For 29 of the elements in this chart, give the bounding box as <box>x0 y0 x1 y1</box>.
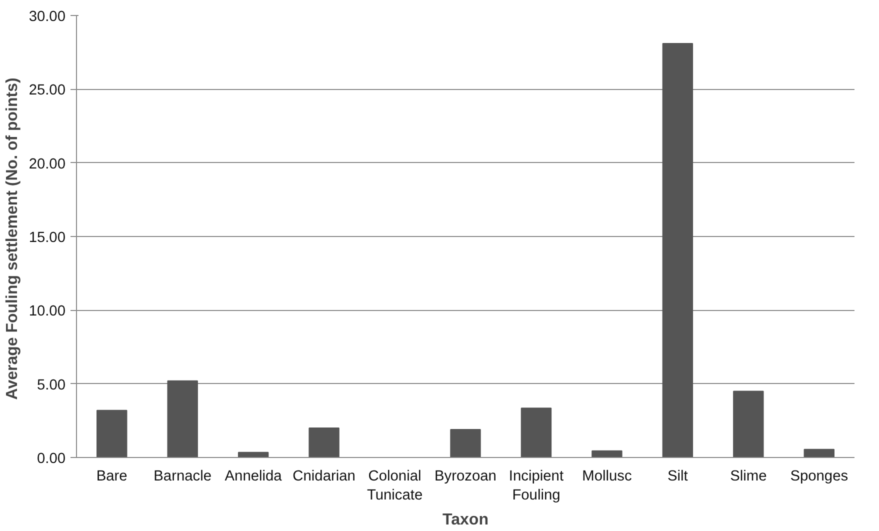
x-tick-label: Incipient Fouling <box>508 468 564 504</box>
bar <box>592 450 622 458</box>
y-tick-label: 20.00 <box>28 156 66 172</box>
y-tick-label: 30.00 <box>28 9 66 25</box>
x-tick-label: Byrozoan <box>434 468 496 484</box>
bar <box>450 429 481 458</box>
y-tick-label: 15.00 <box>28 230 66 246</box>
bar <box>520 408 552 458</box>
y-tick-label: 5.00 <box>36 377 66 394</box>
bar <box>308 428 340 458</box>
x-tick-label: Colonial Tunicate <box>366 468 423 504</box>
x-tick-label: Barnacle <box>154 468 212 484</box>
y-tick-label: 0.00 <box>36 451 66 467</box>
y-tick-label: 25.00 <box>28 82 66 99</box>
x-tick-label: Mollusc <box>582 468 632 484</box>
bar <box>96 410 128 458</box>
bar <box>804 448 834 458</box>
x-axis-title: Taxon <box>442 512 488 529</box>
bar <box>167 380 198 458</box>
bar <box>733 390 764 458</box>
bar <box>662 42 694 458</box>
x-tick-label: Slime <box>730 468 767 484</box>
x-tick-label: Bare <box>96 468 128 484</box>
x-tick-label: Cnidarian <box>292 468 356 484</box>
y-axis-title: Average Fouling settlement (No. of points) <box>4 78 21 400</box>
x-tick-label: Sponges <box>790 468 848 484</box>
x-tick-label: Silt <box>668 468 688 484</box>
x-tick-label: Annelida <box>224 468 283 484</box>
y-tick-label: 10.00 <box>28 304 66 320</box>
